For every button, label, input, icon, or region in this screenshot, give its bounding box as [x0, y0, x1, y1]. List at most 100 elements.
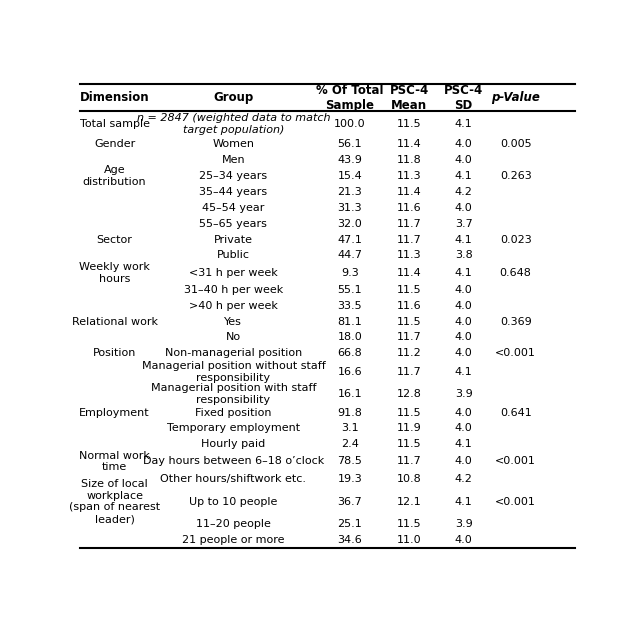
Text: 4.0: 4.0: [455, 203, 473, 213]
Text: Managerial position with staff
responsibility: Managerial position with staff responsib…: [151, 383, 316, 404]
Text: Position: Position: [93, 348, 136, 358]
Text: 31.3: 31.3: [337, 203, 362, 213]
Text: 0.369: 0.369: [500, 317, 532, 327]
Text: Age
distribution: Age distribution: [82, 165, 146, 187]
Text: p-Value: p-Value: [491, 91, 540, 104]
Text: 11.5: 11.5: [397, 119, 422, 129]
Text: 11.7: 11.7: [397, 235, 422, 245]
Text: 4.1: 4.1: [455, 439, 473, 449]
Text: 3.7: 3.7: [455, 219, 473, 229]
Text: >40 h per week: >40 h per week: [189, 301, 278, 311]
Text: Weekly work
hours: Weekly work hours: [79, 262, 150, 284]
Text: PSC-4
SD: PSC-4 SD: [444, 84, 483, 112]
Text: 11–20 people: 11–20 people: [196, 519, 271, 529]
Text: Public: Public: [217, 250, 250, 260]
Text: 34.6: 34.6: [337, 535, 362, 545]
Text: 21.3: 21.3: [337, 188, 362, 197]
Text: <0.001: <0.001: [495, 456, 536, 466]
Text: 11.6: 11.6: [397, 301, 422, 311]
Text: Relational work: Relational work: [72, 317, 158, 327]
Text: Sector: Sector: [96, 235, 132, 245]
Text: 4.2: 4.2: [455, 474, 473, 484]
Text: 4.1: 4.1: [455, 367, 473, 377]
Text: 35–44 years: 35–44 years: [199, 188, 268, 197]
Text: <0.001: <0.001: [495, 497, 536, 507]
Text: 100.0: 100.0: [334, 119, 366, 129]
Text: 2.4: 2.4: [341, 439, 358, 449]
Text: 4.0: 4.0: [455, 285, 473, 295]
Text: Up to 10 people: Up to 10 people: [189, 497, 277, 507]
Text: Group: Group: [213, 91, 254, 104]
Text: 11.7: 11.7: [397, 332, 422, 342]
Text: 56.1: 56.1: [337, 139, 362, 150]
Text: 11.0: 11.0: [397, 535, 422, 545]
Text: 55–65 years: 55–65 years: [199, 219, 267, 229]
Text: 25–34 years: 25–34 years: [199, 171, 268, 181]
Text: 11.4: 11.4: [397, 268, 422, 278]
Text: 11.8: 11.8: [397, 155, 422, 165]
Text: 16.1: 16.1: [337, 389, 362, 399]
Text: Hourly paid: Hourly paid: [201, 439, 266, 449]
Text: Non-managerial position: Non-managerial position: [165, 348, 302, 358]
Text: 11.5: 11.5: [397, 407, 422, 417]
Text: 43.9: 43.9: [337, 155, 362, 165]
Text: Women: Women: [212, 139, 254, 150]
Text: 4.0: 4.0: [455, 155, 473, 165]
Text: Normal work
time: Normal work time: [79, 451, 150, 472]
Text: 4.0: 4.0: [455, 456, 473, 466]
Text: 18.0: 18.0: [337, 332, 362, 342]
Text: 91.8: 91.8: [337, 407, 362, 417]
Text: 12.8: 12.8: [397, 389, 422, 399]
Text: 4.1: 4.1: [455, 268, 473, 278]
Text: Managerial position without staff
responsibility: Managerial position without staff respon…: [141, 361, 325, 383]
Text: Dimension: Dimension: [80, 91, 150, 104]
Text: 12.1: 12.1: [397, 497, 422, 507]
Text: 55.1: 55.1: [337, 285, 362, 295]
Text: Temporary employment: Temporary employment: [167, 424, 300, 433]
Text: 4.0: 4.0: [455, 424, 473, 433]
Text: Day hours between 6–18 o’clock: Day hours between 6–18 o’clock: [142, 456, 324, 466]
Text: 4.1: 4.1: [455, 171, 473, 181]
Text: 4.0: 4.0: [455, 332, 473, 342]
Text: 11.5: 11.5: [397, 519, 422, 529]
Text: 11.5: 11.5: [397, 285, 422, 295]
Text: 78.5: 78.5: [337, 456, 362, 466]
Text: 4.0: 4.0: [455, 348, 473, 358]
Text: 32.0: 32.0: [337, 219, 362, 229]
Text: 31–40 h per week: 31–40 h per week: [184, 285, 283, 295]
Text: 9.3: 9.3: [341, 268, 358, 278]
Text: Size of local
workplace
(span of nearest
leader): Size of local workplace (span of nearest…: [69, 479, 160, 524]
Text: 44.7: 44.7: [337, 250, 362, 260]
Text: 4.2: 4.2: [455, 188, 473, 197]
Text: 4.1: 4.1: [455, 497, 473, 507]
Text: 19.3: 19.3: [337, 474, 362, 484]
Text: 0.648: 0.648: [500, 268, 532, 278]
Text: No: No: [226, 332, 241, 342]
Text: 4.0: 4.0: [455, 317, 473, 327]
Text: 0.005: 0.005: [500, 139, 532, 150]
Text: 11.7: 11.7: [397, 219, 422, 229]
Text: 0.641: 0.641: [500, 407, 532, 417]
Text: Fixed position: Fixed position: [195, 407, 272, 417]
Text: 36.7: 36.7: [337, 497, 362, 507]
Text: 47.1: 47.1: [337, 235, 362, 245]
Text: 11.9: 11.9: [397, 424, 422, 433]
Text: 15.4: 15.4: [337, 171, 362, 181]
Text: 4.0: 4.0: [455, 301, 473, 311]
Text: 3.8: 3.8: [455, 250, 473, 260]
Text: 11.3: 11.3: [397, 250, 422, 260]
Text: 11.7: 11.7: [397, 456, 422, 466]
Text: 0.263: 0.263: [500, 171, 532, 181]
Text: Total sample: Total sample: [79, 119, 150, 129]
Text: 3.9: 3.9: [455, 519, 473, 529]
Text: 4.0: 4.0: [455, 139, 473, 150]
Text: 66.8: 66.8: [337, 348, 362, 358]
Text: Employment: Employment: [79, 407, 150, 417]
Text: Other hours/shiftwork etc.: Other hours/shiftwork etc.: [160, 474, 306, 484]
Text: 3.9: 3.9: [455, 389, 473, 399]
Text: 16.6: 16.6: [337, 367, 362, 377]
Text: 33.5: 33.5: [337, 301, 362, 311]
Text: 21 people or more: 21 people or more: [182, 535, 284, 545]
Text: Gender: Gender: [94, 139, 135, 150]
Text: 25.1: 25.1: [337, 519, 362, 529]
